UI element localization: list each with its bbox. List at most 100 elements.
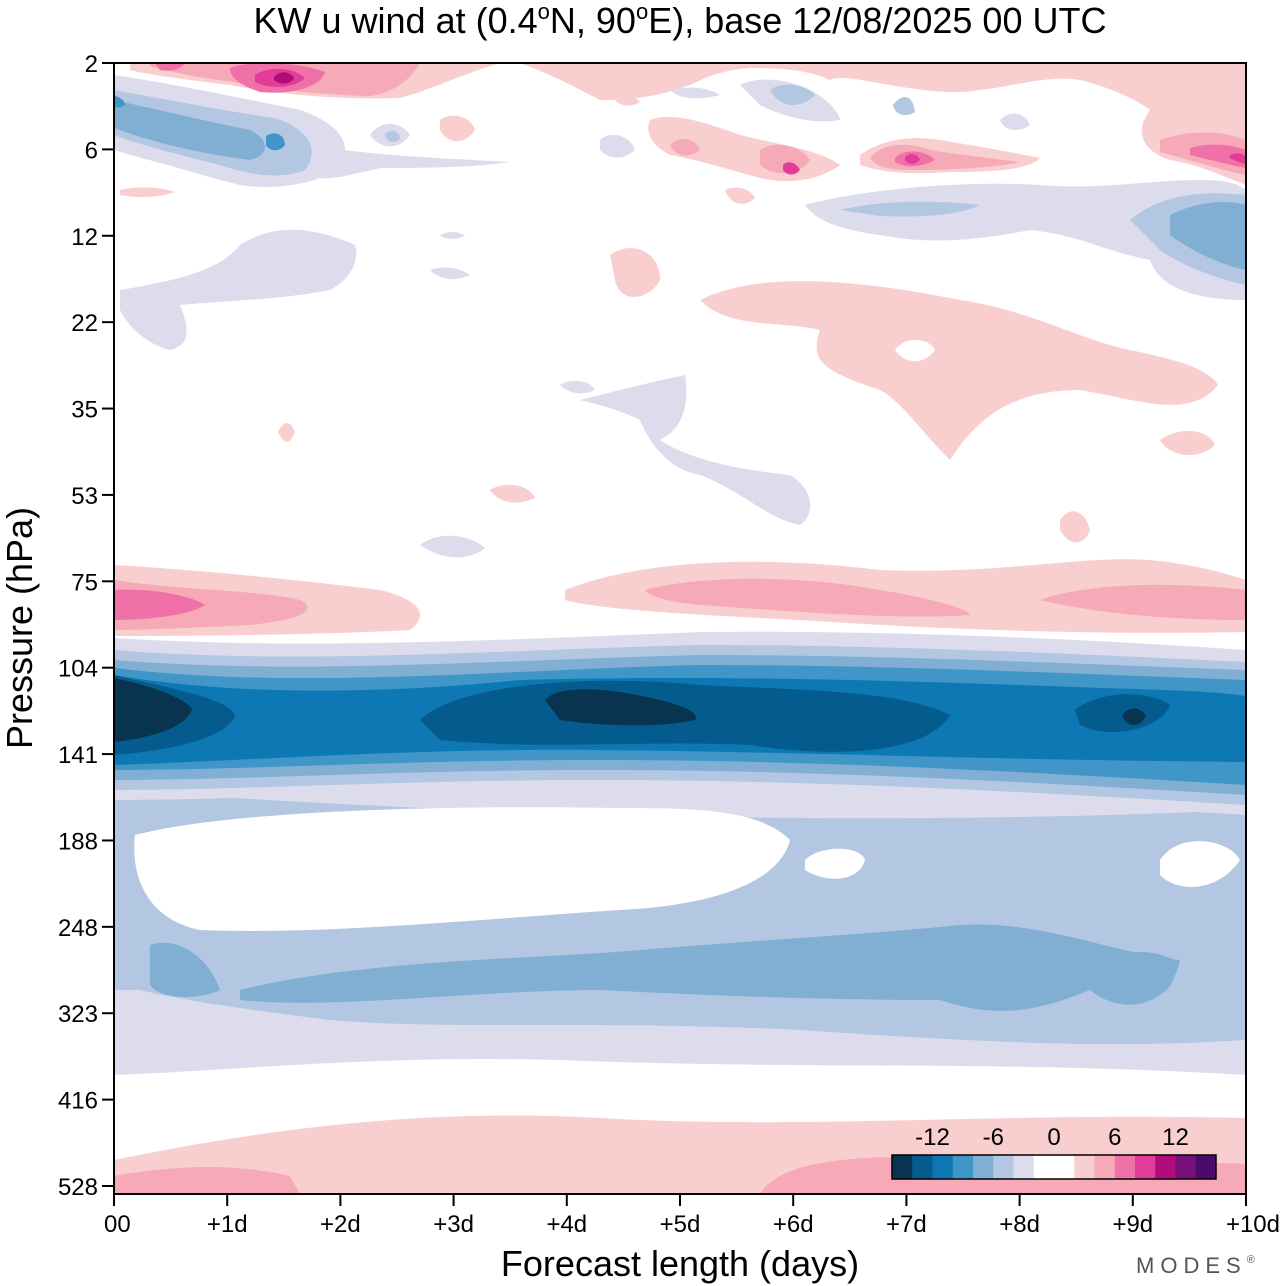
modes-brand: MODES® [1136,1253,1255,1278]
y-tick-label: 188 [58,828,98,855]
contour-pos-up-16 [905,154,920,164]
colorbar-swatch [1155,1155,1176,1179]
contour-pos-up-6 [155,63,185,71]
contour-neg-up-7 [385,130,400,143]
contour-pos-low-2 [114,1166,300,1194]
contour-neg-up-4 [114,95,125,108]
x-tick-label: +3d [433,1211,474,1238]
contour-neg-up-9 [840,201,980,217]
colorbar-swatch [1033,1155,1055,1179]
y-axis-label: Pressure (hPa) [0,507,40,749]
y-tick-label: 104 [58,656,98,683]
y-tick-label: 12 [71,224,98,251]
contour-pos-strat-2 [895,339,935,362]
x-tick-label: +7d [886,1211,927,1238]
contour-neg-strat-2 [580,375,811,525]
x-tick-label: +8d [999,1211,1040,1238]
contour-pos-up-9 [725,187,755,204]
contour-pos-up-10 [520,63,1246,185]
chart-title: KW u wind at (0.4oN, 90oE), base 12/08/2… [254,0,1107,41]
y-tick-label: 2 [85,51,98,78]
contour-pos-mid-4 [645,578,970,617]
x-tick-label: +2d [320,1211,361,1238]
colorbar-swatch [892,1155,913,1179]
y-axis: 2 6 12 22 35 53 75 104 141 188 248 323 416 528 [58,51,114,1201]
x-tick-label: +6d [773,1211,814,1238]
contour-neg-up-17 [893,96,915,116]
contour-neg-up-13 [600,134,635,158]
contour-pos-up-11 [670,138,700,156]
x-tick-label: +10d [1226,1211,1280,1238]
colorbar-label: 12 [1162,1124,1189,1151]
colorbar-swatch [1175,1155,1197,1179]
contour-pos-strat-5 [490,484,535,503]
contour-neg-4 [240,924,1180,1011]
colorbar-swatch [912,1155,933,1179]
contour-jet-8 [1075,694,1170,733]
colorbar-swatch [1094,1155,1116,1179]
colorbar-label: 0 [1047,1124,1060,1151]
contour-pos-strat-4 [1160,430,1215,456]
y-tick-label: 141 [58,742,98,769]
colorbar-swatch [952,1155,974,1179]
colorbar-swatch [1114,1155,1136,1179]
contour-pos-up-5 [274,72,294,84]
colorbar-swatch [932,1155,954,1179]
contour-pos-mid-6 [114,589,205,620]
contour-pos-strat-7 [278,423,295,442]
y-tick-label: 248 [58,915,98,942]
contour-pos-strat-1 [700,281,1218,460]
contour-neg-up-16 [770,84,815,106]
contour-field [114,63,1246,1194]
contour-jet-11 [1122,708,1146,725]
contour-zero-pocket-2 [805,848,865,879]
contour-zero-pocket [134,807,791,931]
contour-neg-up-3 [114,100,265,160]
contour-pos-up-20 [615,93,640,106]
contour-pos-up-12 [760,144,810,174]
y-tick-label: 416 [58,1088,98,1115]
y-tick-label: 6 [85,137,98,164]
x-axis-label: Forecast length (days) [501,1243,859,1284]
y-tick-label: 53 [71,483,98,510]
contour-neg-up-11 [1170,202,1246,270]
contour-neg-strat-4 [560,380,595,394]
colorbar: -12 -6 0 6 12 [891,1124,1217,1180]
y-tick-label: 528 [58,1174,98,1201]
contour-neg-5 [1095,951,1176,1000]
x-tick-label: +9d [1112,1211,1153,1238]
x-tick-label: +1d [207,1211,248,1238]
contour-jet-10 [545,689,696,726]
contour-jet-9 [114,678,192,742]
colorbar-label: 6 [1108,1124,1121,1151]
colorbar-swatch [1054,1155,1075,1179]
colorbar-swatch [1013,1155,1035,1179]
contour-pos-up-15 [783,162,800,175]
contour-pos-up-18 [1190,144,1246,168]
contour-neg-3 [150,942,220,997]
contour-pos-strat-3 [610,248,660,297]
contour-pos-mid-5 [1040,584,1246,620]
contour-neg-up-18 [430,267,470,280]
colorbar-swatch [993,1155,1014,1179]
y-tick-label: 323 [58,1001,98,1028]
contour-neg-up-15 [1000,113,1030,131]
contour-neg-up-5 [266,133,285,151]
y-tick-label: 22 [71,310,98,337]
y-tick-label: 35 [71,397,98,424]
colorbar-swatch [1195,1155,1217,1179]
contour-zero-pocket-3 [1160,841,1240,887]
contour-neg-strat-1 [120,229,357,350]
colorbar-swatch [1135,1155,1156,1179]
contour-neg-up-14 [670,87,720,99]
colorbar-label: -12 [915,1124,950,1151]
x-axis: 00 +1d +2d +3d +4d +5d +6d +7d +8d +9d +10d [104,1194,1280,1238]
colorbar-frame [891,1154,1217,1180]
contour-pos-up-19 [1230,153,1246,164]
x-tick-label: +5d [660,1211,701,1238]
x-tick-label: 00 [104,1211,131,1238]
contour-neg-up-19 [440,232,465,239]
colorbar-swatch [973,1155,994,1179]
contour-neg-strat-3 [420,535,485,558]
